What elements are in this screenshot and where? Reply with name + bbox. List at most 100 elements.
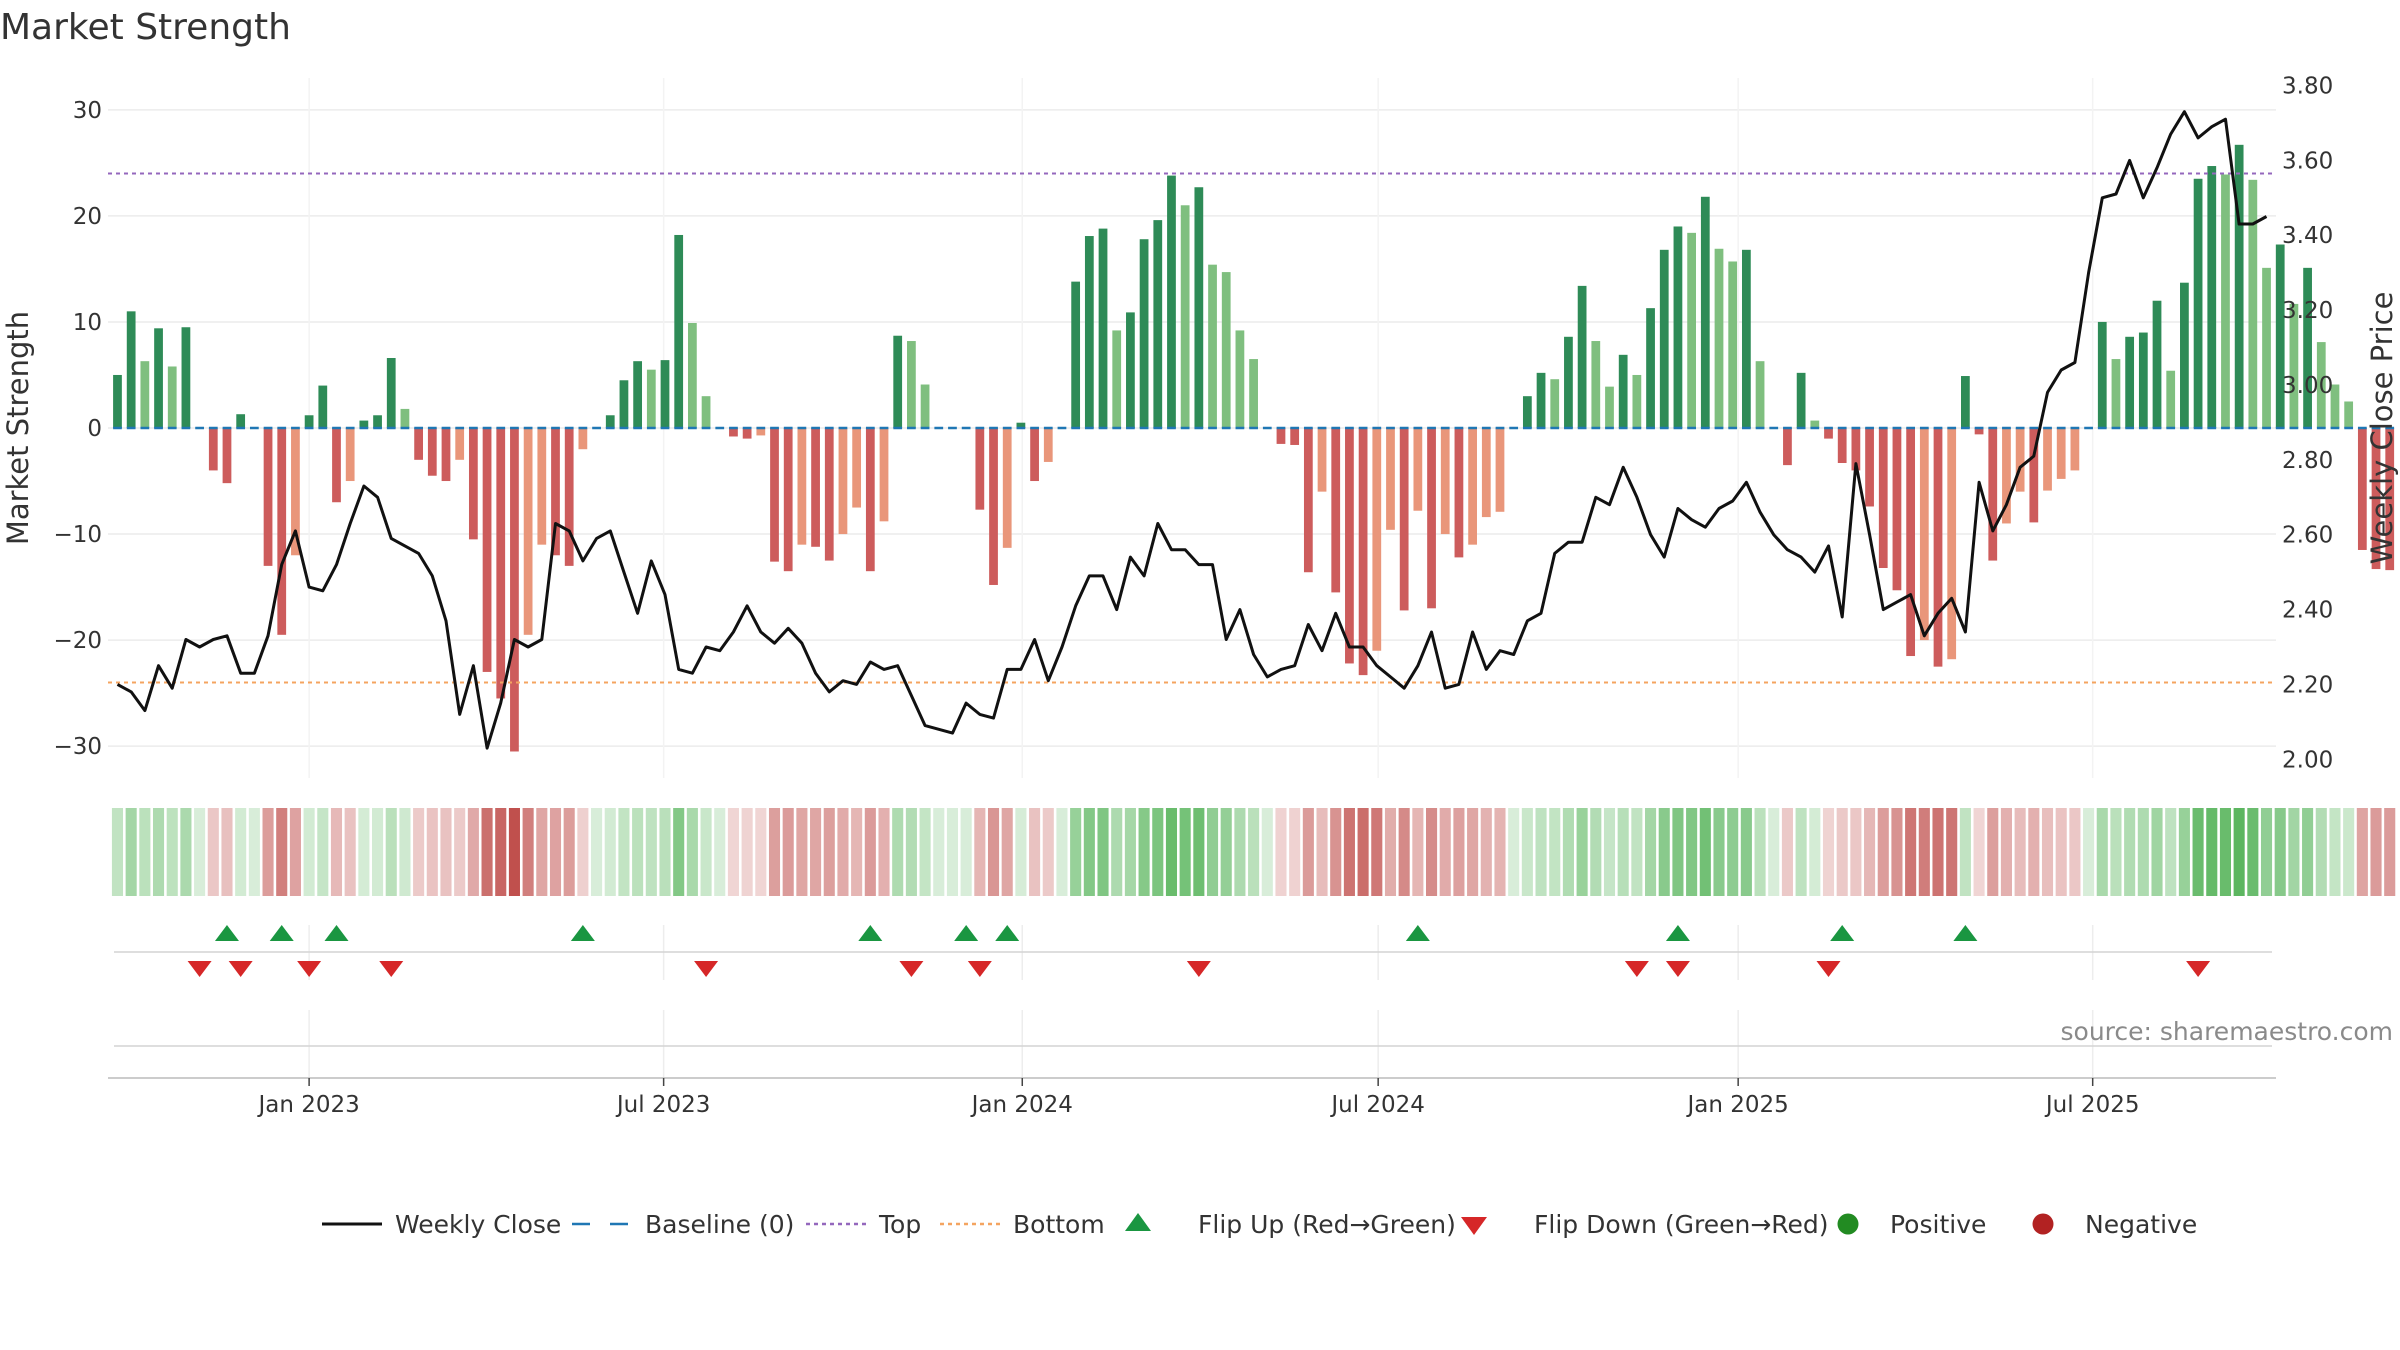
strength-bar-positive xyxy=(2221,174,2230,428)
strength-bar-positive xyxy=(1564,336,1573,428)
heat-cell xyxy=(1699,808,1711,896)
strength-bar-negative xyxy=(1454,428,1464,558)
heat-cell xyxy=(481,808,493,896)
heat-cell xyxy=(303,808,315,896)
heat-cell xyxy=(591,808,603,896)
strength-bar-positive xyxy=(1714,248,1724,428)
legend-label: Top xyxy=(878,1210,921,1239)
heat-cell xyxy=(2165,808,2177,896)
strength-bar-negative xyxy=(291,428,300,556)
left-y-tick-label: −20 xyxy=(53,628,102,654)
strength-bar-negative xyxy=(1837,428,1847,463)
flip-up-marker xyxy=(1953,925,1978,941)
strength-bar-negative xyxy=(1947,428,1957,660)
heat-cell xyxy=(1261,808,1273,896)
strength-bar-negative xyxy=(865,428,875,572)
heat-cell xyxy=(1467,808,1479,896)
heat-cell xyxy=(152,808,165,896)
heat-cell xyxy=(1918,808,1930,896)
heat-cell xyxy=(1412,808,1424,896)
heat-cell xyxy=(2206,808,2218,896)
left-y-tick-label: 10 xyxy=(73,310,102,336)
right-y-axis: 3.80 3.60 3.40 3.20 3.00 2.80 2.60 2.40 2.20 2.00 xyxy=(2282,73,2333,773)
flip-down-marker xyxy=(899,961,924,977)
legend-label: Flip Up (Red→Green) xyxy=(1198,1210,1456,1239)
heat-cell xyxy=(440,808,452,896)
strength-bar-positive xyxy=(1741,249,1751,428)
heat-cell xyxy=(1097,808,1109,896)
strength-bar-negative xyxy=(482,428,492,672)
heat-cell xyxy=(1357,808,1369,896)
flip-markers-panel xyxy=(114,925,2272,1082)
heat-cell xyxy=(1713,808,1725,896)
heat-cell xyxy=(1042,808,1054,896)
heat-cell xyxy=(1056,808,1068,896)
strength-bar-positive xyxy=(1687,232,1696,428)
heat-cell xyxy=(1768,808,1780,896)
heat-cell xyxy=(727,808,739,896)
heat-cell xyxy=(2137,808,2149,896)
flip-up-marker xyxy=(954,925,979,941)
heat-cell xyxy=(577,808,589,896)
strength-bar-negative xyxy=(1892,428,1902,591)
legend-item-dot-bottom: Bottom xyxy=(940,1210,1105,1239)
right-y-tick-label: 2.60 xyxy=(2282,523,2333,549)
heat-cell xyxy=(919,808,931,896)
strength-bar-positive xyxy=(920,384,930,428)
source-note: source: sharemaestro.com xyxy=(2061,1017,2394,1046)
heat-cell xyxy=(125,808,137,896)
heat-cell xyxy=(2151,808,2163,896)
heat-cell xyxy=(2315,808,2327,896)
heat-cell xyxy=(1371,808,1383,896)
heat-cell xyxy=(2288,808,2300,896)
strength-bar-negative xyxy=(1372,428,1382,651)
heat-cell xyxy=(1727,808,1739,896)
strength-bar-negative xyxy=(2357,428,2367,550)
heat-cell xyxy=(1234,808,1246,896)
strength-bar-positive xyxy=(1700,196,1710,428)
strength-bar-positive xyxy=(1536,372,1546,428)
heat-cell xyxy=(823,808,835,896)
heat-cell xyxy=(2178,808,2190,896)
heat-cell xyxy=(796,808,808,896)
legend-circle-icon xyxy=(2032,1213,2054,1235)
flip-down-marker xyxy=(1665,961,1690,977)
heat-cell xyxy=(330,808,343,896)
strength-bar-positive xyxy=(181,327,191,428)
heat-cell xyxy=(2069,808,2081,896)
weekly-close-line xyxy=(116,110,2268,750)
strength-bar-negative xyxy=(277,428,287,635)
heat-cell xyxy=(864,808,876,896)
strength-bar-negative xyxy=(770,428,779,562)
x-tick-label: Jul 2025 xyxy=(2044,1092,2140,1118)
strength-bar-positive xyxy=(1577,285,1587,428)
strength-bar-positive xyxy=(1659,249,1669,428)
strength-bar-negative xyxy=(2385,428,2395,571)
legend-label: Negative xyxy=(2085,1210,2197,1239)
strength-bar-positive xyxy=(318,385,328,428)
heat-cell xyxy=(1672,808,1684,896)
x-axis: Jan 2023 Jul 2023 Jan 2024 Jul 2024 Jan 2025… xyxy=(108,1077,2276,1118)
strength-bar-negative xyxy=(523,428,533,635)
strength-bar-negative xyxy=(564,428,574,566)
strength-bar-negative xyxy=(1276,428,1286,444)
strength-bar-negative xyxy=(1303,428,1313,573)
heat-cell xyxy=(2000,808,2012,896)
strength-bar-negative xyxy=(2070,428,2080,471)
strength-bar-positive xyxy=(1646,308,1655,428)
heat-cell xyxy=(1439,808,1451,896)
heat-cell xyxy=(454,808,466,896)
strength-bar-negative xyxy=(989,428,998,585)
heat-cell xyxy=(1289,808,1301,896)
left-axis-title: Market Strength xyxy=(1,311,35,545)
strength-bar-negative xyxy=(879,428,889,522)
heat-cell xyxy=(1576,808,1588,896)
heat-cell xyxy=(2041,808,2054,896)
strength-bar-negative xyxy=(2371,428,2381,570)
strength-bar-negative xyxy=(1331,428,1341,593)
heat-cell xyxy=(686,808,698,896)
strength-bar-negative xyxy=(1783,428,1792,466)
strength-bar-negative xyxy=(1974,428,1984,435)
strength-bar-positive xyxy=(605,415,615,428)
